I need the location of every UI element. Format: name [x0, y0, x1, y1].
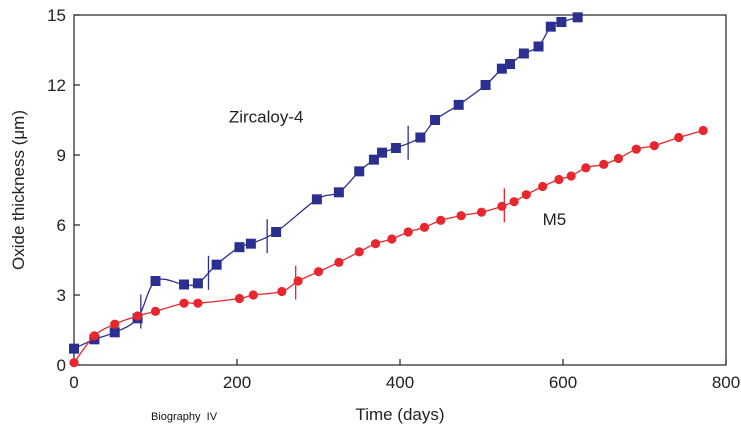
series-zircaloy-4: Zircaloy-4	[69, 12, 583, 354]
data-point	[313, 267, 324, 277]
x-tick-label-800: 800	[712, 373, 740, 392]
data-point	[277, 286, 287, 297]
data-point	[581, 163, 591, 173]
data-point	[545, 21, 556, 32]
y-tick-label-12: 12	[47, 76, 66, 95]
data-point	[248, 290, 258, 300]
data-point	[436, 215, 446, 225]
axis-ticks: 0 200 400 600 800 0 3 6 9 12 15	[47, 6, 740, 392]
data-point	[89, 331, 99, 341]
series-m5: M5	[69, 125, 708, 368]
data-point	[415, 132, 426, 143]
data-point	[613, 153, 624, 164]
data-point	[311, 194, 322, 205]
data-point	[69, 358, 79, 368]
data-point	[698, 125, 708, 136]
data-point	[271, 227, 282, 237]
data-point	[150, 306, 161, 316]
data-point	[505, 59, 516, 69]
data-point	[554, 174, 564, 185]
data-point	[521, 190, 531, 200]
y-tick-label-6: 6	[57, 216, 66, 235]
data-point	[430, 115, 441, 125]
data-point	[476, 207, 487, 217]
data-point	[674, 132, 684, 143]
series-label-zircaloy-4: Zircaloy-4	[229, 107, 304, 126]
data-point	[293, 276, 303, 286]
data-point	[456, 211, 466, 221]
data-point	[109, 327, 120, 338]
data-point	[480, 80, 491, 90]
data-point	[518, 48, 529, 59]
data-point	[453, 99, 464, 110]
data-point	[649, 141, 659, 151]
data-point	[566, 171, 576, 181]
data-point	[496, 63, 507, 74]
x-tick-label-200: 200	[223, 373, 251, 392]
data-point	[572, 12, 583, 23]
series-layer: Zircaloy-4 M5	[69, 12, 708, 368]
data-point	[150, 276, 161, 286]
data-point	[333, 187, 344, 198]
data-point	[192, 278, 203, 289]
data-point	[179, 298, 189, 308]
data-point	[419, 222, 430, 232]
data-point	[245, 238, 256, 249]
data-point	[387, 234, 397, 244]
series-line	[73, 129, 704, 364]
data-point	[354, 166, 365, 177]
y-tick-label-3: 3	[57, 286, 66, 305]
data-point	[538, 181, 548, 192]
footer-note: Biography IV	[151, 411, 218, 423]
data-point	[599, 159, 609, 169]
y-tick-label-0: 0	[57, 356, 66, 375]
data-point	[403, 227, 413, 237]
y-tick-label-15: 15	[47, 6, 66, 25]
data-point	[509, 197, 519, 207]
data-point	[390, 143, 401, 153]
series-label-m5: M5	[543, 210, 567, 229]
x-tick-label-0: 0	[69, 373, 78, 392]
x-tick-label-600: 600	[549, 373, 577, 392]
y-tick-label-9: 9	[57, 146, 66, 165]
data-point	[132, 311, 143, 321]
data-point	[370, 239, 381, 249]
data-point	[556, 17, 567, 27]
data-point	[110, 319, 120, 329]
data-point	[631, 144, 641, 154]
data-point	[234, 242, 245, 253]
data-point	[69, 343, 79, 354]
data-point	[377, 147, 388, 158]
data-point	[179, 279, 190, 290]
x-axis-title: Time (days)	[355, 405, 444, 424]
data-point	[334, 257, 344, 267]
data-point	[368, 154, 379, 165]
plot-frame	[73, 14, 727, 366]
y-axis-title: Oxide thickness (μm)	[9, 110, 28, 270]
data-point	[211, 259, 222, 270]
data-point	[354, 247, 364, 257]
x-tick-label-400: 400	[386, 373, 414, 392]
data-point	[234, 293, 245, 304]
data-point	[533, 41, 544, 52]
data-point	[193, 298, 203, 308]
series-line	[73, 16, 578, 350]
data-point	[497, 201, 507, 211]
